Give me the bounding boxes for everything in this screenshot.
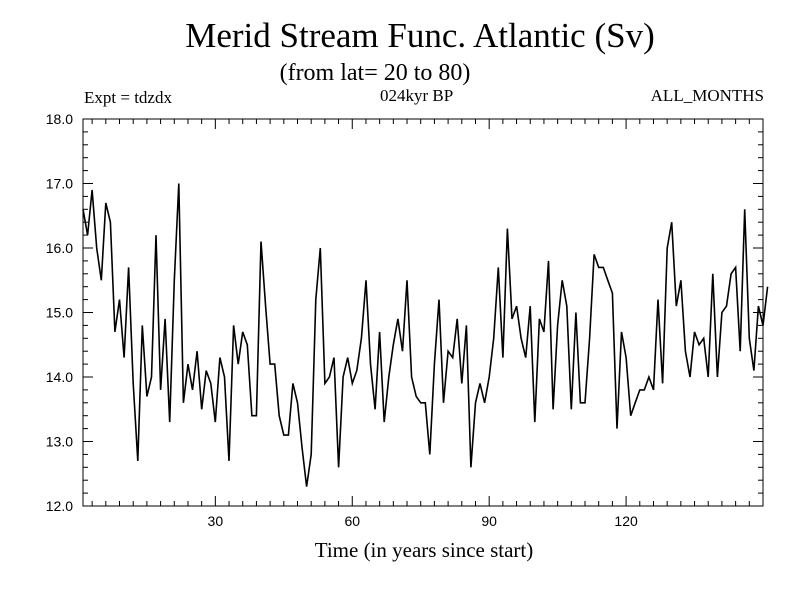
y-tick-label: 18.0 [46, 111, 73, 127]
axis-ticks [83, 118, 764, 507]
experiment-label: Expt = tdzdx [84, 88, 172, 107]
series-line [82, 183, 769, 487]
y-tick-label: 17.0 [46, 176, 73, 192]
series-group [82, 183, 769, 487]
chart-title: Merid Stream Func. Atlantic (Sv) [185, 16, 655, 55]
x-tick-label: 120 [614, 513, 638, 529]
months-label: ALL_MONTHS [650, 86, 764, 105]
y-tick-label: 12.0 [46, 498, 73, 514]
y-tick-label: 16.0 [46, 240, 73, 256]
axis-tick-labels: 30 60 90 120 12.0 13.0 14.0 15.0 16.0 17.0 18.0 [46, 111, 638, 529]
y-tick-label: 14.0 [46, 369, 73, 385]
y-tick-label: 15.0 [46, 305, 73, 321]
plot-frame [82, 118, 764, 507]
x-tick-label: 30 [208, 513, 224, 529]
x-axis-label: Time (in years since start) [314, 538, 534, 562]
x-tick-label: 90 [481, 513, 497, 529]
period-label: 024kyr BP [380, 86, 454, 105]
x-tick-label: 60 [344, 513, 360, 529]
chart-subtitle: (from lat= 20 to 80) [279, 60, 471, 86]
y-tick-label: 13.0 [46, 434, 73, 450]
